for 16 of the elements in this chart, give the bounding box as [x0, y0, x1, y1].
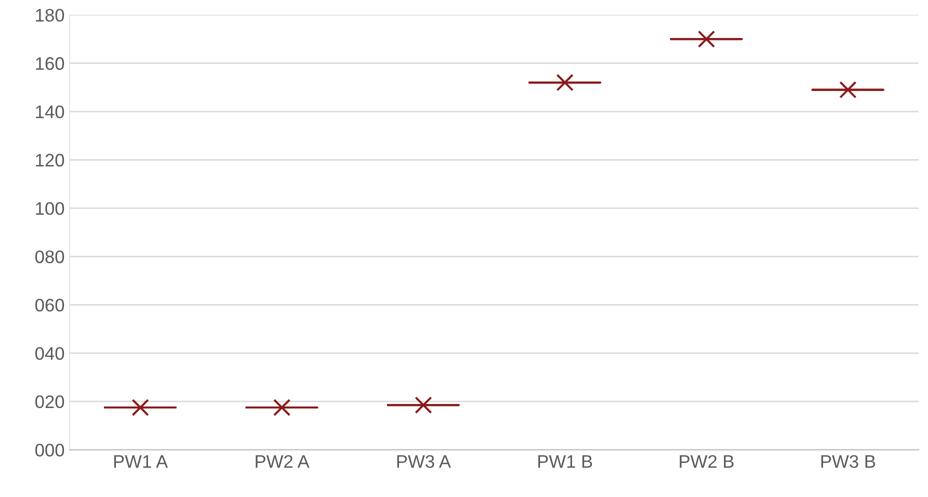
y-tick-label: 100 [36, 202, 64, 215]
y-tick-label: 080 [35, 250, 64, 264]
y-tick-label: 180 [36, 8, 64, 22]
y-tick-label: 120 [36, 154, 64, 167]
y-tick-label: 020 [35, 395, 64, 408]
x-tick-label: PW2 A [256, 455, 310, 468]
x-tick-label: PW1 B [538, 455, 592, 468]
y-tick-label: 140 [36, 105, 64, 118]
y-tick-label: 160 [36, 57, 64, 70]
y-tick-label: 000 [35, 444, 64, 457]
y-tick-label: 040 [35, 347, 64, 360]
x-tick-label: PW3 A [397, 455, 451, 468]
x-tick-label: PW2 B [680, 455, 734, 468]
x-tick-label: PW3 B [821, 455, 876, 468]
x-tick-label: PW1 A [114, 455, 168, 468]
y-tick-label: 060 [35, 298, 64, 312]
